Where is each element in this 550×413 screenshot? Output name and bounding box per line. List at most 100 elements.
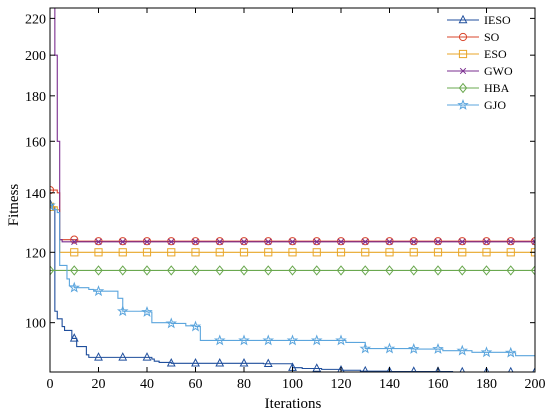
data-point-eso [312, 248, 321, 257]
plot-background [50, 8, 535, 372]
data-point-ieso [435, 366, 441, 372]
data-point-gwo [483, 238, 490, 245]
y-tick-label: 120 [25, 246, 46, 261]
data-point-ieso [142, 352, 152, 361]
data-point-ieso [362, 365, 369, 372]
x-tick-label: 0 [47, 377, 54, 392]
data-point-hba [409, 265, 418, 276]
data-point-ieso [312, 363, 322, 372]
legend-marker [458, 14, 468, 24]
data-point-so [191, 237, 200, 246]
data-point-eso [167, 248, 176, 257]
data-point-eso [70, 248, 79, 257]
data-point-gwo [459, 238, 466, 245]
data-point-gwo [265, 238, 272, 245]
data-point-hba [385, 265, 394, 276]
data-point-ieso [507, 366, 514, 372]
data-point-gwo [95, 238, 102, 245]
data-point-hba [433, 265, 443, 276]
x-tick-label: 200 [525, 377, 546, 392]
data-point-eso [482, 248, 491, 257]
y-tick-label: 100 [25, 317, 46, 332]
y-tick-label: 200 [25, 49, 46, 64]
x-tick-label: 40 [140, 377, 154, 392]
data-point-hba [506, 265, 515, 276]
data-point-gjo [50, 199, 56, 211]
x-tick-label: 160 [428, 377, 449, 392]
data-point-hba [482, 265, 491, 276]
data-point-eso [264, 248, 273, 257]
data-point-eso [409, 248, 418, 257]
data-point-gwo [362, 238, 369, 245]
data-point-gwo [119, 238, 126, 245]
x-tick-label: 140 [379, 377, 400, 392]
y-tick-label: 220 [25, 12, 46, 27]
data-point-hba [118, 265, 127, 276]
data-point-ieso [191, 358, 200, 367]
data-point-ieso [166, 358, 176, 367]
data-point-so [142, 237, 152, 246]
data-point-gjo [407, 342, 420, 354]
legend-item-eso: ESO [447, 47, 507, 61]
data-point-eso [118, 248, 127, 257]
data-point-gwo [143, 238, 151, 245]
series-gwo [50, 8, 535, 245]
data-point-eso [433, 248, 443, 257]
data-point-so [433, 237, 443, 246]
data-point-hba [142, 265, 152, 276]
series-so [50, 185, 535, 246]
data-point-gjo [262, 334, 275, 346]
data-point-hba [94, 265, 103, 276]
data-point-hba [458, 265, 467, 276]
data-point-ieso [410, 366, 417, 372]
data-point-so [312, 237, 321, 246]
series-layer [50, 8, 535, 372]
legend-label: SO [484, 30, 500, 44]
data-point-gjo [68, 281, 81, 293]
data-point-hba [167, 265, 176, 276]
data-point-eso [239, 248, 249, 257]
data-point-gjo [189, 320, 202, 332]
legend-marker [458, 82, 468, 94]
data-point-gwo [168, 238, 175, 245]
data-point-eso [142, 248, 152, 257]
data-point-gjo [141, 305, 153, 317]
data-point-so [409, 237, 418, 246]
legend-label: GJO [484, 98, 506, 112]
data-point-hba [312, 265, 321, 276]
data-point-so [385, 237, 394, 246]
data-point-eso [458, 248, 467, 257]
legend-marker [457, 98, 469, 110]
data-point-hba [288, 265, 297, 276]
data-point-gwo [216, 238, 223, 245]
data-point-ieso [337, 364, 345, 372]
data-point-gwo [531, 238, 535, 245]
legend: IESO SO ESO GWO HBA GJO [447, 13, 513, 112]
data-point-so [264, 237, 273, 246]
data-point-hba [191, 265, 200, 276]
x-tick-label: 60 [189, 377, 203, 392]
x-tick-label: 20 [92, 377, 106, 392]
legend-label: HBA [484, 81, 510, 95]
data-point-gwo [507, 238, 514, 245]
data-point-ieso [215, 358, 225, 367]
legend-item-hba: HBA [447, 81, 510, 95]
data-point-ieso [459, 366, 466, 372]
data-point-so [336, 237, 346, 246]
plot-area [50, 8, 535, 372]
data-point-so [458, 237, 467, 246]
x-tick-label: 80 [237, 377, 251, 392]
data-point-so [239, 237, 249, 246]
data-point-gwo [71, 238, 78, 245]
data-point-eso [361, 248, 370, 257]
legend-label: ESO [484, 47, 507, 61]
data-point-gwo [434, 238, 442, 245]
data-point-so [361, 237, 370, 246]
data-point-gwo [410, 238, 417, 245]
data-point-hba [264, 265, 273, 276]
series-hba [50, 265, 535, 276]
data-point-ieso [263, 358, 273, 367]
data-point-eso [191, 248, 200, 257]
x-axis-label: Iterations [265, 396, 322, 412]
legend-item-ieso: IESO [447, 13, 511, 27]
